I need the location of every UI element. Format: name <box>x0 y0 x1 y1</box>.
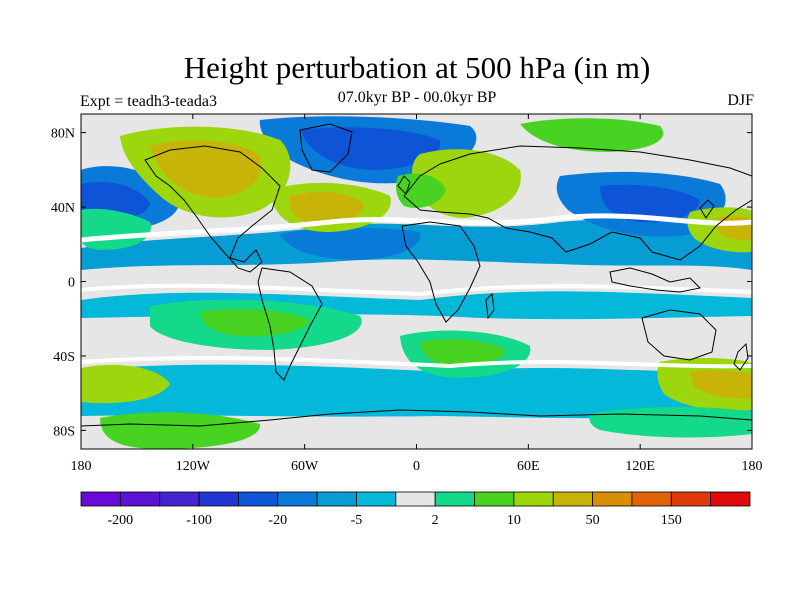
colorbar-swatch <box>316 491 357 507</box>
coastline-australia <box>641 309 717 361</box>
season-label: DJF <box>727 92 754 109</box>
pos-region-siberia <box>520 118 664 152</box>
colorbar-swatch <box>119 491 161 507</box>
colorbar-swatch <box>395 491 436 507</box>
coastline-japan <box>699 199 715 219</box>
contour-white-1 <box>81 213 752 243</box>
colorbar-label: 10 <box>507 513 521 528</box>
colorbar-label: 50 <box>586 513 600 528</box>
lat-label: 40N <box>51 201 75 216</box>
colorbar-swatch <box>592 491 633 507</box>
lat-label: 80S <box>53 424 75 439</box>
coastline-new-zealand <box>733 342 749 371</box>
colorbar: -200 -100 -20 -5 2 10 50 150 <box>80 491 751 528</box>
colorbar-swatch <box>552 491 593 507</box>
colorbar-swatch <box>631 491 672 507</box>
neg-region-far-south <box>81 364 752 419</box>
coastline-eurasia <box>403 145 752 261</box>
colorbar-label: -200 <box>108 513 134 528</box>
colorbar-swatch <box>356 491 397 507</box>
coastline-greenland <box>299 123 353 173</box>
colorbar-swatch <box>238 491 279 507</box>
lon-label: 60E <box>517 459 540 474</box>
coastline-uk <box>397 175 411 195</box>
map-subtitle: 07.0kyr BP - 00.0kyr BP <box>337 89 497 106</box>
colorbar-label: -5 <box>351 513 363 528</box>
lat-label: 0 <box>68 276 75 291</box>
coastline-madagascar <box>485 292 495 320</box>
pos-region-southern-ocean-east-core <box>690 370 752 399</box>
colorbar-swatch <box>670 491 712 507</box>
contour-white-2 <box>81 283 752 297</box>
colorbar-label: 2 <box>432 513 439 528</box>
colorbar-swatch <box>710 491 751 507</box>
colorbar-label: -20 <box>268 513 287 528</box>
lon-label: 120E <box>625 459 655 474</box>
colorbar-swatch <box>159 491 200 507</box>
lon-label: 60W <box>291 459 319 474</box>
colorbar-label: 150 <box>661 513 682 528</box>
field-layer <box>81 114 752 449</box>
coastline-africa <box>401 221 481 323</box>
colorbar-swatch <box>277 491 318 507</box>
coastline-indonesia <box>609 267 702 293</box>
pos-region-south-pacific-core <box>200 309 310 337</box>
experiment-label: Expt = teadh3-teada3 <box>80 93 217 110</box>
colorbar-swatch <box>513 491 554 507</box>
lon-label: 180 <box>71 459 92 474</box>
pos-region-north-atlantic-core <box>289 191 364 225</box>
pos-region-south-atlantic-core <box>420 339 506 367</box>
lon-label: 120W <box>176 459 211 474</box>
lat-label: 40S <box>53 350 75 365</box>
coastline-north-america <box>144 145 281 273</box>
coastline-south-america <box>257 267 323 381</box>
colorbar-swatch <box>80 491 121 507</box>
lon-label: 0 <box>413 459 420 474</box>
colorbar-swatch <box>434 491 475 507</box>
colorbar-label: -100 <box>186 513 212 528</box>
pos-region-north-america-core <box>150 140 262 198</box>
lon-label: 180 <box>742 459 763 474</box>
lat-label: 80N <box>51 127 75 142</box>
pos-region-europe <box>412 149 521 218</box>
neg-region-asia-core <box>600 184 700 223</box>
coastline-antarctica <box>81 409 752 427</box>
map-axes: 80N 40N 0 40S 80S 180 120W 60W 0 60E 120E 180 <box>51 114 763 474</box>
neg-region-atlantic <box>280 227 421 260</box>
contour-white-3 <box>81 356 752 369</box>
pos-region-antarctic <box>100 412 261 449</box>
pos-region-southern-ocean-west <box>81 364 170 404</box>
colorbar-swatch <box>198 491 239 507</box>
neg-region-arctic-core <box>300 127 441 170</box>
colorbar-swatch <box>474 491 515 507</box>
coastlines <box>81 123 752 427</box>
map-title: Height perturbation at 500 hPa (in m) <box>183 50 651 85</box>
